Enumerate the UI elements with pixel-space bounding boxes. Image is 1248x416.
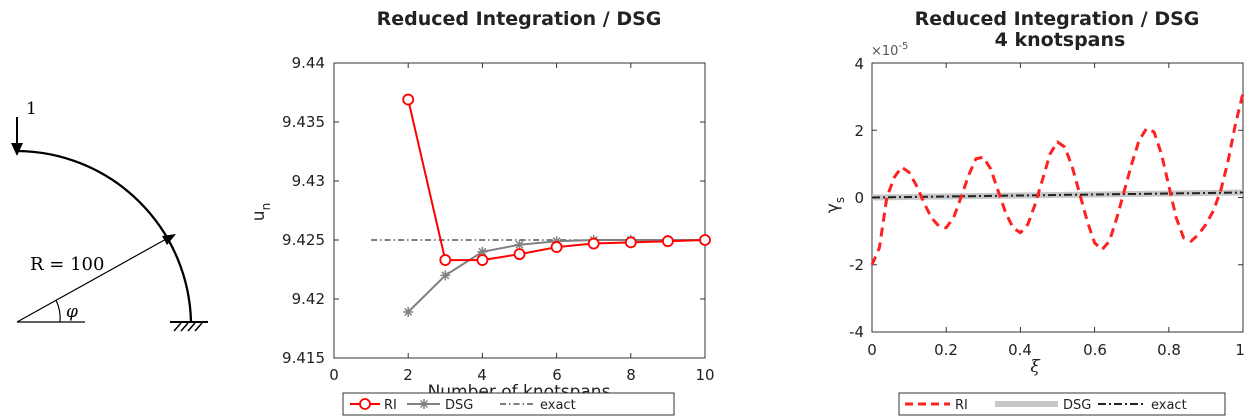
chart-title: Reduced Integration / DSG <box>915 8 1200 30</box>
data-point-ri <box>402 93 415 106</box>
radius-arrow-head <box>162 234 176 245</box>
y-tick-label: 2 <box>854 122 864 140</box>
x-tick-label: 2 <box>403 366 413 384</box>
x-tick-label: 0.2 <box>934 341 958 359</box>
radius-label: R = 100 <box>30 254 104 275</box>
plot-area <box>333 62 706 359</box>
load-arrow-head <box>11 143 23 156</box>
y-tick-label: -4 <box>849 323 864 341</box>
series-line-ri <box>407 99 706 262</box>
x-tick-label: 10 <box>695 366 714 384</box>
x-tick-label: 6 <box>552 366 562 384</box>
radius-line <box>16 237 169 323</box>
beam-sketch: 1 R = 100 φ <box>11 99 208 332</box>
y-tick-label: 9.415 <box>282 349 325 367</box>
legend: RI DSG exact <box>342 392 675 416</box>
series-group <box>870 92 1245 266</box>
y-tick-label: 0 <box>854 189 864 207</box>
x-tick-label: 1 <box>1235 341 1245 359</box>
beam-arc <box>16 149 193 323</box>
data-point-dsg <box>440 270 451 281</box>
data-point-dsg <box>403 306 414 317</box>
legend-label-dsg: DSG <box>445 398 473 413</box>
legend-label-dsg: DSG <box>1063 398 1091 413</box>
x-tick-label: 8 <box>626 366 636 384</box>
legend-box <box>898 392 1226 416</box>
series-line-exact <box>871 191 1244 199</box>
chart-shear-strain: Reduced Integration / DSG 4 knotspans ×1… <box>823 8 1245 416</box>
exponent-label: ×10-5 <box>871 41 908 59</box>
legend-marker-dsg <box>419 399 429 409</box>
y-axis-label: γs <box>823 197 847 213</box>
legend-marker-ri <box>359 398 371 410</box>
y-tick-label: 9.43 <box>292 172 325 190</box>
support-hatch <box>173 322 203 332</box>
x-tick-label: 0.8 <box>1157 341 1181 359</box>
legend-label-exact: exact <box>540 398 576 413</box>
chart-subtitle: 4 knotspans <box>995 29 1126 51</box>
x-tick-label: 0.6 <box>1083 341 1107 359</box>
series-line-ri <box>870 92 1245 266</box>
y-tick-label: -2 <box>849 256 864 274</box>
data-point-dsg <box>514 239 525 250</box>
angle-label: φ <box>66 302 78 322</box>
series-group <box>371 93 711 317</box>
y-tick-label: 9.44 <box>292 54 325 72</box>
y-tick-label: 9.435 <box>282 113 325 131</box>
tick-marks <box>333 62 706 359</box>
chart-title: Reduced Integration / DSG <box>377 8 662 30</box>
angle-arc <box>55 299 61 323</box>
y-tick-label: 9.425 <box>282 231 325 249</box>
y-tick-label: 9.42 <box>292 290 325 308</box>
legend-box <box>342 392 675 416</box>
data-point-ri <box>513 248 526 261</box>
data-point-ri <box>699 234 711 246</box>
x-tick-label: 4 <box>477 366 487 384</box>
data-point-ri <box>624 236 637 249</box>
data-point-ri <box>439 254 452 266</box>
x-tick-label: 0.4 <box>1008 341 1032 359</box>
x-axis-label: ξ <box>1030 357 1041 377</box>
legend: RI DSG exact <box>898 392 1226 416</box>
data-point-ri <box>476 254 489 266</box>
legend-label-exact: exact <box>1151 398 1187 413</box>
data-point-ri <box>662 235 674 248</box>
x-tick-label: 0 <box>867 341 877 359</box>
legend-label-ri: RI <box>384 398 397 413</box>
data-point-ri <box>587 237 600 250</box>
y-axis-label: un <box>249 203 273 221</box>
data-point-ri <box>550 241 563 253</box>
y-tick-label: 4 <box>854 55 864 73</box>
chart-convergence: Reduced Integration / DSG 0 2 4 6 8 10 9… <box>249 8 715 416</box>
load-label: 1 <box>26 99 37 119</box>
legend-label-ri: RI <box>955 398 968 413</box>
x-tick-label: 0 <box>329 366 339 384</box>
